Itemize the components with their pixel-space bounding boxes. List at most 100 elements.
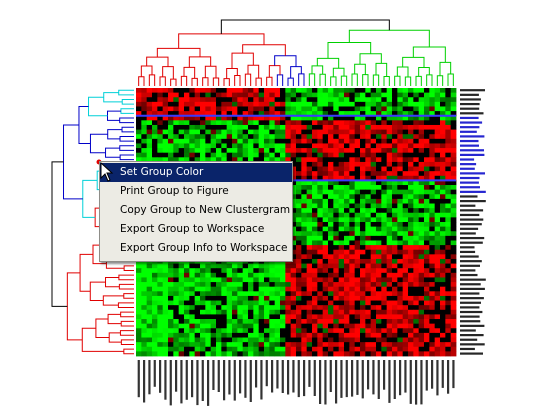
heatmap-cell [312, 97, 318, 103]
heatmap-cell [338, 342, 345, 348]
menu-item-set-group-color[interactable]: Set Group Color [100, 163, 292, 182]
heatmap-cell [221, 263, 228, 269]
heatmap-cell [162, 291, 169, 297]
heatmap-cell [344, 295, 350, 301]
menu-item-export-group-to-workspace[interactable]: Export Group to Workspace [120, 223, 265, 235]
heatmap-cell [205, 351, 212, 357]
heatmap-cell [205, 332, 212, 338]
heatmap-cell [450, 124, 457, 130]
heatmap-cell [429, 161, 436, 167]
heatmap-cell [445, 272, 452, 278]
heatmap-cell [194, 143, 201, 149]
heatmap-cell [317, 323, 324, 329]
heatmap-cell [205, 143, 212, 149]
menu-item-copy-group-to-new-clustergram[interactable]: Copy Group to New Clustergram [120, 204, 291, 216]
heatmap-cell [354, 222, 361, 228]
heatmap-cell [365, 189, 372, 195]
heatmap-cell [450, 268, 457, 274]
heatmap-cell [312, 319, 318, 325]
heatmap-cell [445, 300, 452, 306]
heatmap-cell [173, 97, 180, 103]
heatmap-cell [360, 272, 366, 278]
heatmap-cell [408, 295, 414, 301]
heatmap-cell [269, 152, 276, 158]
heatmap-cell [392, 314, 398, 320]
heatmap-cell [210, 143, 217, 149]
heatmap-cell [258, 328, 265, 334]
heatmap-cell [178, 286, 185, 292]
column-dendrogram[interactable] [138, 19, 454, 86]
heatmap-cell [397, 277, 404, 283]
heatmap-cell [200, 314, 206, 320]
heatmap-cell [445, 129, 452, 135]
heatmap-cell [360, 328, 366, 334]
heatmap-cell [146, 272, 153, 278]
heatmap-cell [274, 342, 281, 348]
heatmap-cell [312, 277, 318, 283]
heatmap-cell [184, 342, 190, 348]
heatmap-cell [237, 305, 244, 311]
heatmap-cell [360, 263, 366, 269]
heatmap-cell [386, 134, 393, 140]
column-dendrogram-branch [351, 73, 358, 86]
heatmap-cell [381, 263, 388, 269]
heatmap-cell [434, 111, 441, 117]
heatmap-cell [376, 268, 382, 274]
heatmap-cell [264, 328, 270, 334]
heatmap-cell [200, 115, 206, 121]
heatmap-cell [152, 129, 158, 135]
heatmap-cell [269, 346, 276, 352]
heatmap-cell [376, 198, 382, 204]
heatmap-cell [280, 134, 286, 140]
heatmap-cell [157, 129, 164, 135]
heatmap-cell [280, 143, 286, 149]
heatmap-cell [317, 286, 324, 292]
heatmap-cell [424, 203, 430, 209]
heatmap-cell [141, 148, 148, 154]
heatmap-cell [328, 346, 334, 352]
row-label-mark [460, 158, 475, 161]
heatmap-cell [322, 277, 329, 283]
heatmap-cell [152, 277, 158, 283]
heatmap-cell [221, 328, 228, 334]
menu-item-print-group-to-figure[interactable]: Print Group to Figure [120, 185, 229, 197]
heatmap-cell [354, 245, 361, 251]
heatmap-cell [216, 309, 222, 315]
heatmap-cell [402, 254, 409, 260]
heatmap-cell [338, 346, 345, 352]
heatmap-cell [376, 254, 382, 260]
menu-item-export-group-info-to-workspace[interactable]: Export Group Info to Workspace [120, 242, 288, 254]
heatmap-cell [370, 157, 377, 163]
heatmap-cell [210, 152, 217, 158]
heatmap-cell [258, 268, 265, 274]
heatmap-cell [429, 212, 436, 218]
heatmap-cell [301, 291, 308, 297]
heatmap-cell [397, 295, 404, 301]
heatmap-cell [360, 148, 366, 154]
heatmap-cell [349, 101, 356, 107]
heatmap-cell [301, 148, 308, 154]
heatmap-cell [333, 171, 340, 177]
heatmap-cell [440, 319, 446, 325]
heatmap-cell [226, 319, 233, 325]
heatmap-cell [306, 101, 313, 107]
heatmap-cell [402, 157, 409, 163]
heatmap-cell [429, 305, 436, 311]
heatmap-cell [312, 351, 318, 357]
heatmap-cell [360, 157, 366, 163]
heatmap-cell [450, 92, 457, 98]
heatmap-cell [274, 97, 281, 103]
heatmap-cell [173, 88, 180, 94]
heatmap-cell [418, 171, 425, 177]
heatmap-cell [376, 337, 382, 343]
heatmap-cell [360, 332, 366, 338]
heatmap-cell [408, 282, 414, 288]
heatmap-cell [397, 111, 404, 117]
heatmap-cell [253, 305, 260, 311]
heatmap-cell [146, 138, 153, 144]
heatmap-cell [349, 124, 356, 130]
heatmap-cell [397, 328, 404, 334]
heatmap-cell [269, 111, 276, 117]
heatmap-matrix[interactable] [136, 88, 457, 357]
heatmap-cell [386, 124, 393, 130]
